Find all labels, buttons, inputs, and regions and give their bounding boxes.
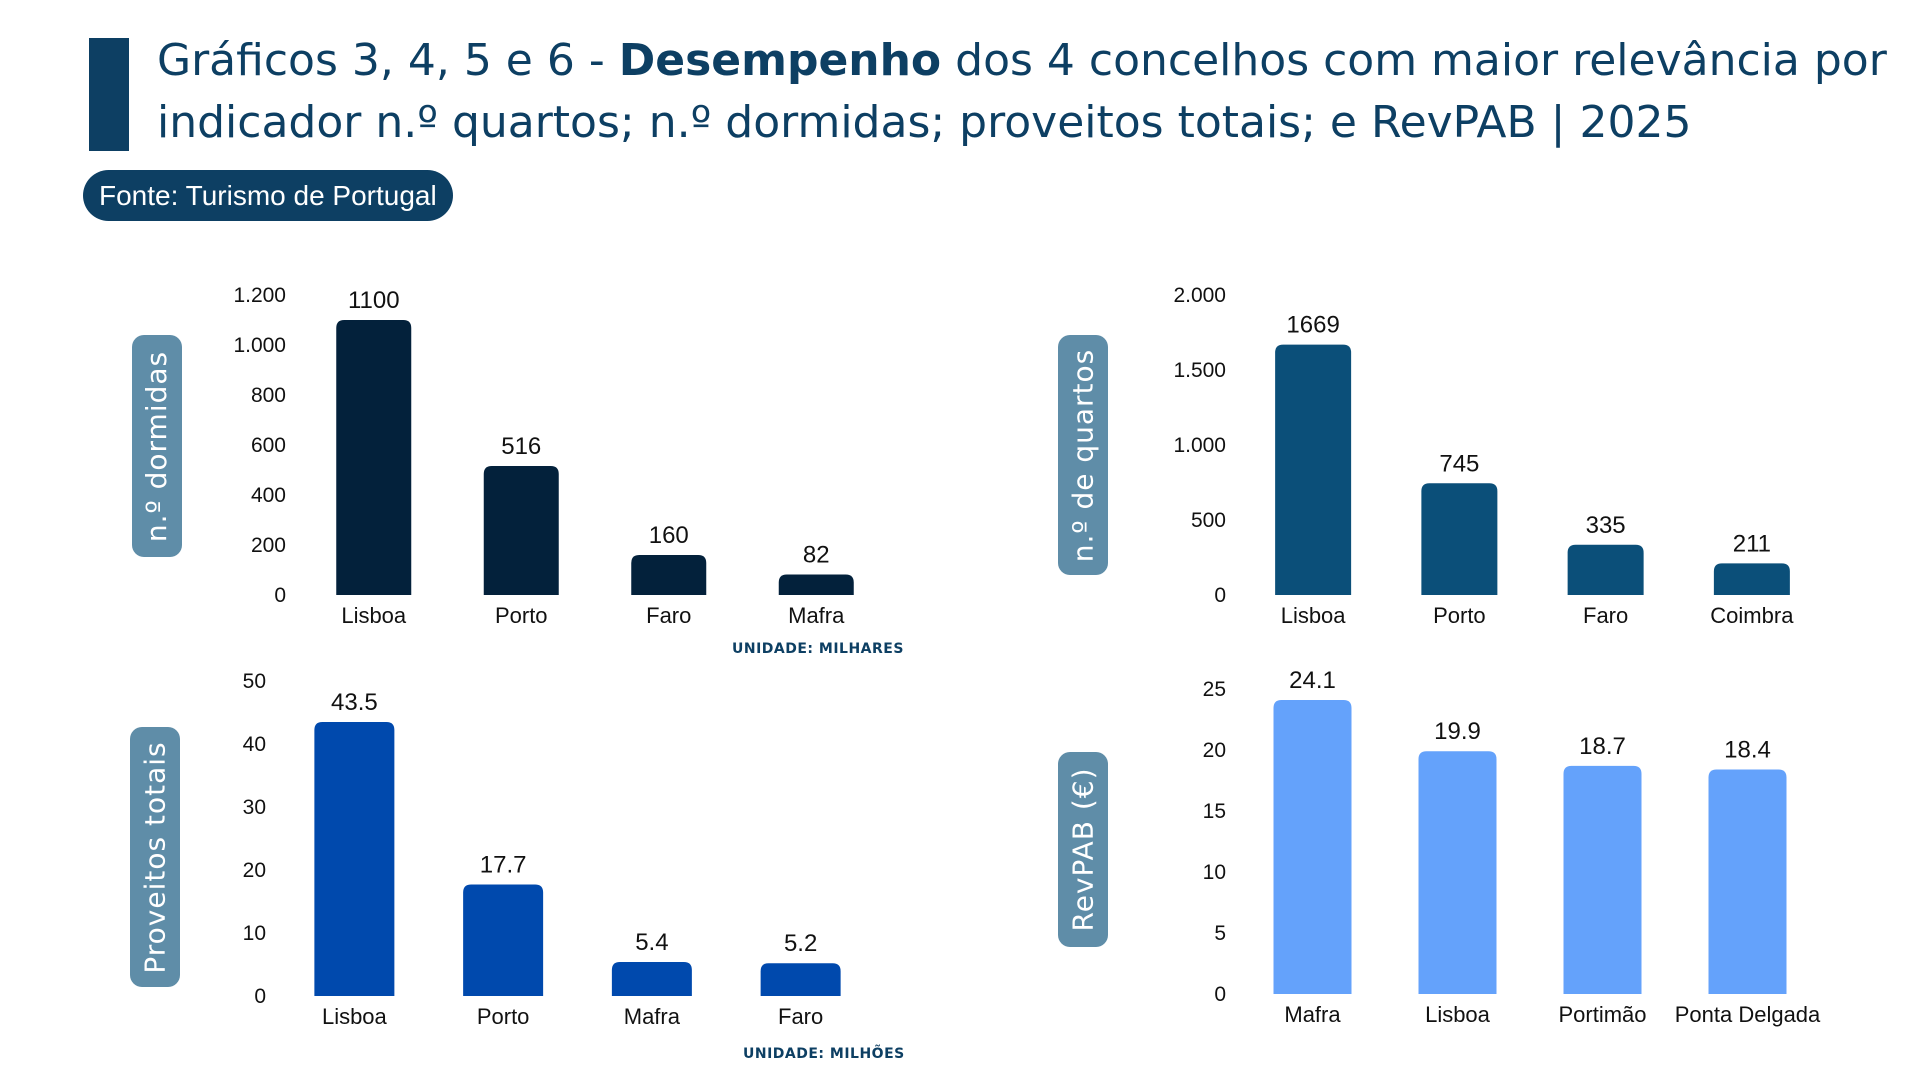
value-label: 24.1 [1289,667,1336,694]
value-label: 5.4 [635,929,668,956]
value-label: 211 [1733,530,1771,557]
y-tick-label: 10 [243,922,266,945]
unit-proveitos: UNIDADE: MILHÕES [743,1046,905,1062]
y-tick-label: 1.200 [233,284,286,307]
x-tick-label: Mafra [1284,1002,1341,1027]
chart-quartos: 0 500 1.000 1.500 2.000 1669 Lisboa 745 Porto 335… [1173,284,1794,628]
x-tick-label: Lisboa [341,603,407,628]
y-tick-label: 600 [251,434,286,457]
value-label: 335 [1586,512,1626,539]
x-tick-label: Lisboa [1425,1002,1491,1027]
bar-lisboa [1418,751,1497,994]
y-tick-label: 1.500 [1173,359,1226,382]
x-tick-label: Porto [477,1004,530,1029]
y-tick-label: 20 [1203,739,1226,762]
ylabel-revpab-text: RevPAB (€) [1066,767,1100,932]
title-bold: Desempenho [618,35,942,86]
chart-revpab: 0 5 10 15 20 25 24.1 Mafra 19.9 Lisboa 18.7 Portimã… [1203,667,1821,1027]
bar-ponta-delgada [1708,769,1787,994]
value-label: 18.4 [1724,737,1771,764]
y-tick-label: 200 [251,534,286,557]
bar-porto [1421,483,1498,595]
ylabel-revpab: RevPAB (€) [1058,752,1108,947]
x-tick-label: Porto [495,603,548,628]
value-label: 82 [803,542,830,569]
bar-mafra [611,961,692,996]
value-label: 17.7 [480,851,527,878]
y-tick-label: 1.000 [1173,434,1226,457]
ylabel-proveitos: Proveitos totais [130,727,180,987]
ylabel-dormidas: n.º dormidas [132,335,182,557]
x-tick-label: Ponta Delgada [1675,1002,1821,1027]
x-tick-label: Coimbra [1710,603,1794,628]
bar-coimbra [1713,563,1790,595]
bar-faro [760,963,841,996]
title-prefix: Gráficos 3, 4, 5 e 6 - [157,35,619,86]
bar-faro [631,555,707,595]
bar-faro [1567,544,1644,595]
bar-lisboa [1275,344,1352,595]
y-tick-label: 40 [243,733,266,756]
x-tick-label: Lisboa [1281,603,1347,628]
y-tick-label: 15 [1203,800,1226,823]
title-suffix: dos 4 concelhos com maior relevância por… [157,35,1887,148]
x-tick-label: Lisboa [322,1004,388,1029]
ylabel-dormidas-text: n.º dormidas [140,350,174,542]
chart-proveitos: 0 10 20 30 40 50 43.5 Lisboa 17.7 Porto 5.4 Mafra 5.… [243,670,841,1029]
y-tick-label: 30 [243,796,266,819]
page-title: Gráficos 3, 4, 5 e 6 - Desempenho dos 4 … [157,30,1897,154]
ylabel-quartos-text: n.º de quartos [1066,348,1100,562]
y-tick-label: 25 [1203,678,1226,701]
y-tick-label: 1.000 [233,334,286,357]
bar-mafra [778,574,854,595]
value-label: 1669 [1286,312,1339,339]
value-label: 5.2 [784,930,817,957]
value-label: 160 [649,522,689,549]
y-tick-label: 20 [243,859,266,882]
y-tick-label: 400 [251,484,286,507]
bar-porto [463,884,544,996]
x-tick-label: Portimão [1558,1002,1646,1027]
bar-porto [483,466,559,595]
bar-mafra [1273,699,1352,994]
y-tick-label: 500 [1191,509,1226,532]
y-tick-label: 50 [243,670,266,693]
y-tick-label: 0 [1214,584,1226,607]
bar-lisboa [336,320,412,595]
value-label: 516 [501,433,541,460]
value-label: 745 [1439,450,1479,477]
bar-lisboa [314,721,395,996]
ylabel-quartos: n.º de quartos [1058,335,1108,575]
y-tick-label: 2.000 [1173,284,1226,307]
value-label: 43.5 [331,689,378,716]
value-label: 18.7 [1579,733,1626,760]
value-label: 1100 [348,287,400,314]
chart-dormidas: 0 200 400 600 800 1.000 1.200 1100 Lisboa 516 Port… [233,284,854,628]
ylabel-proveitos-text: Proveitos totais [138,740,172,974]
x-tick-label: Mafra [788,603,845,628]
y-tick-label: 0 [1214,983,1226,1006]
y-tick-label: 800 [251,384,286,407]
unit-dormidas: UNIDADE: MILHARES [732,641,904,657]
x-tick-label: Faro [1583,603,1628,628]
y-tick-label: 0 [274,584,286,607]
y-tick-label: 5 [1214,922,1226,945]
x-tick-label: Mafra [624,1004,681,1029]
y-tick-label: 0 [254,985,266,1008]
value-label: 19.9 [1434,718,1481,745]
title-accent-bar [89,38,129,151]
bar-portimão [1563,765,1642,994]
source-badge: Fonte: Turismo de Portugal [83,170,453,221]
y-tick-label: 10 [1203,861,1226,884]
x-tick-label: Porto [1433,603,1486,628]
x-tick-label: Faro [646,603,691,628]
x-tick-label: Faro [778,1004,823,1029]
